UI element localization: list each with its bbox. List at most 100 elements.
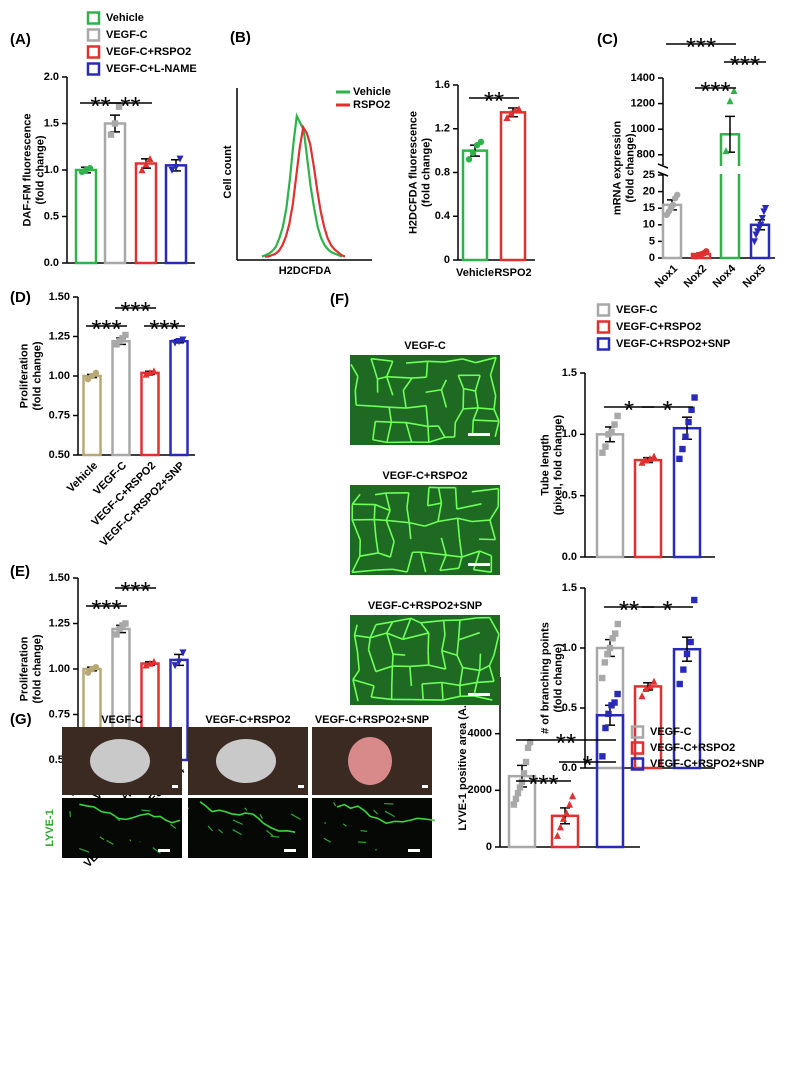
- vessel: [458, 556, 463, 569]
- vessel: [353, 624, 358, 636]
- vessel: [493, 634, 500, 656]
- bar: [134, 162, 158, 265]
- scale-bar: [468, 563, 490, 566]
- x-tick-label: Nox1: [653, 263, 681, 291]
- vessel: [476, 670, 481, 683]
- scale-bar: [172, 785, 178, 788]
- data-point: [680, 666, 687, 673]
- data-point: [608, 428, 615, 436]
- vessel: [459, 667, 464, 686]
- vessel: [425, 388, 442, 394]
- data-point: [150, 367, 158, 375]
- bar: [74, 168, 98, 265]
- y-tick-label: 5: [649, 235, 655, 247]
- y-tick-label: 2.0: [44, 71, 59, 83]
- data-point: [638, 458, 646, 466]
- vessel: [489, 519, 497, 540]
- vessel: [427, 632, 430, 651]
- bar: [595, 714, 625, 849]
- lymph-fragment: [244, 807, 248, 811]
- significance-label: **: [90, 91, 110, 121]
- panel-label: (F): [330, 291, 349, 308]
- data-point: [599, 449, 606, 456]
- y-axis-label: (fold change): [552, 643, 564, 712]
- y-tick-label: 0.0: [44, 257, 59, 269]
- vessel: [409, 664, 429, 668]
- y-axis-label: (fold change): [420, 138, 432, 207]
- legend-label: Vehicle: [353, 86, 391, 98]
- vessel: [425, 361, 429, 378]
- y-tick-label: 15: [643, 202, 655, 214]
- vessel: [372, 438, 388, 444]
- vessel: [479, 664, 490, 672]
- data-point: [679, 445, 686, 453]
- scale-bar: [158, 849, 170, 852]
- vessel: [405, 422, 413, 443]
- data-point: [503, 113, 511, 122]
- data-point: [611, 421, 618, 428]
- legend-label: VEGF-C+RSPO2+SNP: [650, 758, 764, 770]
- legend-swatch: [86, 28, 101, 42]
- image-label: VEGF-C: [101, 714, 143, 726]
- vessel: [386, 519, 410, 524]
- data-point: [524, 744, 532, 752]
- vessel: [463, 387, 476, 392]
- y-tick-label: 1.00: [49, 663, 70, 675]
- data-point: [515, 105, 523, 113]
- legend-swatch: [630, 757, 645, 771]
- vessel: [456, 518, 461, 539]
- lymph-fragment: [218, 828, 223, 834]
- data-point: [688, 406, 695, 413]
- data-point: [642, 684, 650, 692]
- vessel: [402, 390, 407, 409]
- image-label: VEGF-C: [404, 340, 446, 352]
- vessel: [371, 696, 392, 701]
- vessel: [478, 538, 496, 541]
- bar: [103, 122, 127, 265]
- vessel: [420, 551, 447, 556]
- vessel: [351, 519, 361, 541]
- lymph-fragment: [373, 809, 379, 815]
- vessel: [476, 680, 495, 684]
- vessel: [454, 408, 464, 424]
- data-point: [179, 336, 187, 344]
- vessel: [441, 681, 461, 687]
- vessel: [367, 637, 372, 650]
- vessel: [391, 654, 394, 667]
- y-tick-label: 0.4: [435, 210, 451, 222]
- vessel: [425, 405, 429, 427]
- y-tick-label: 0.50: [49, 449, 70, 461]
- data-point: [674, 191, 681, 199]
- stain-label: LYVE-1: [44, 809, 56, 847]
- y-tick-label: 0: [649, 252, 655, 264]
- vessel: [428, 436, 446, 444]
- y-tick-label: 1.50: [49, 291, 70, 303]
- vessel: [405, 360, 428, 364]
- significance-label: **: [484, 86, 504, 116]
- vessel: [428, 664, 446, 670]
- y-tick-label: 1.5: [562, 367, 577, 379]
- data-point: [602, 724, 609, 732]
- vessel: [372, 421, 377, 440]
- vessel: [472, 407, 479, 421]
- vessel: [356, 404, 373, 407]
- tissue: [90, 739, 150, 783]
- data-point: [669, 201, 677, 209]
- y-tick-label: 1.00: [49, 370, 70, 382]
- vessel: [409, 521, 425, 527]
- vessel: [420, 619, 444, 624]
- vessel: [427, 502, 442, 507]
- legend-swatch: [86, 62, 101, 76]
- y-tick-label: 0.5: [562, 490, 577, 502]
- scale-bar: [422, 785, 428, 788]
- data-point: [682, 433, 689, 440]
- lymph-vessel: [336, 803, 435, 825]
- data-point: [691, 394, 698, 401]
- data-point: [138, 166, 146, 174]
- legend-label: VEGF-C+L-NAME: [106, 63, 197, 75]
- data-point: [691, 596, 698, 604]
- significance-label: ***: [730, 50, 760, 80]
- data-point: [92, 663, 100, 671]
- lymph-fragment: [129, 839, 132, 842]
- legend-label: VEGF-C+RSPO2: [616, 321, 701, 333]
